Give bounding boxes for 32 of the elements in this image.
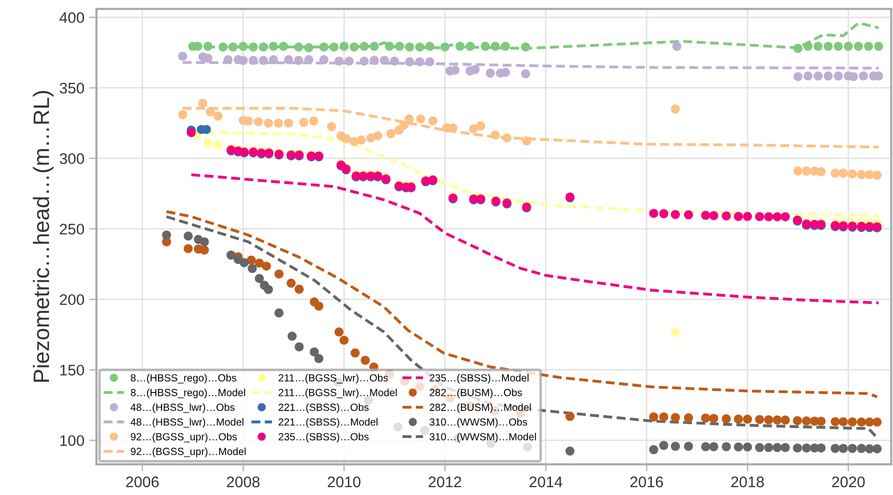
y-tick-label: 400 (60, 12, 84, 24)
legend-label: 235…(SBSS)…Model (430, 374, 528, 384)
legend-label: 282…(BUSM)…Obs (430, 388, 522, 398)
legend-label: 310…(WWSM)…Model (430, 432, 536, 442)
x-tick-label: 2018 (731, 476, 764, 488)
legend-label: 310…(WWSM)…Obs (430, 418, 528, 428)
y-tick-label: 350 (60, 82, 84, 94)
y-tick-label: 150 (60, 364, 84, 376)
x-tick-label: 2020 (832, 476, 865, 488)
legend-label: 92…(BGSS_upr)…Obs (130, 432, 237, 442)
y-tick-label: 250 (60, 224, 84, 235)
y-tick-label: 200 (60, 294, 84, 306)
legend-label: 235…(SBSS)…Obs (278, 432, 369, 442)
legend-label: 221…(SBSS)…Obs (278, 403, 369, 413)
x-tick-label: 2010 (328, 476, 360, 488)
x-tick-label: 2008 (226, 476, 260, 488)
legend-label: 92…(BGSS_upr)…Model (130, 448, 246, 458)
y-tick-label: 300 (60, 153, 84, 164)
y-axis-title: Piezometric…head…(m…RL) (32, 91, 54, 382)
legend-label: 221…(SBSS)…Model (278, 418, 378, 428)
legend-label: 282…(BUSM)…Model (430, 403, 531, 413)
x-tick-label: 2016 (630, 476, 663, 488)
legend-label: 8…(HBSS_rego)…Model (130, 388, 246, 398)
legend-label: 211…(BGSS_lwr)…Model (278, 388, 397, 398)
legend-label: 8…(HBSS_rego)…Obs (130, 374, 236, 384)
x-tick-label: 2006 (126, 476, 159, 488)
x-tick-label: 2014 (530, 476, 562, 488)
x-tick-label: 2012 (428, 476, 462, 488)
y-tick-label: 100 (60, 435, 84, 446)
legend-label: 48…(HBSS_lwr)…Model (130, 418, 244, 428)
legend-label: 48…(HBSS_lwr)…Obs (130, 403, 235, 413)
legend-label: 211…(BGSS_lwr)…Obs (278, 374, 388, 384)
